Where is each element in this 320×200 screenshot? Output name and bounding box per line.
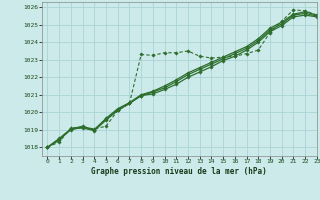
X-axis label: Graphe pression niveau de la mer (hPa): Graphe pression niveau de la mer (hPa)	[91, 167, 267, 176]
